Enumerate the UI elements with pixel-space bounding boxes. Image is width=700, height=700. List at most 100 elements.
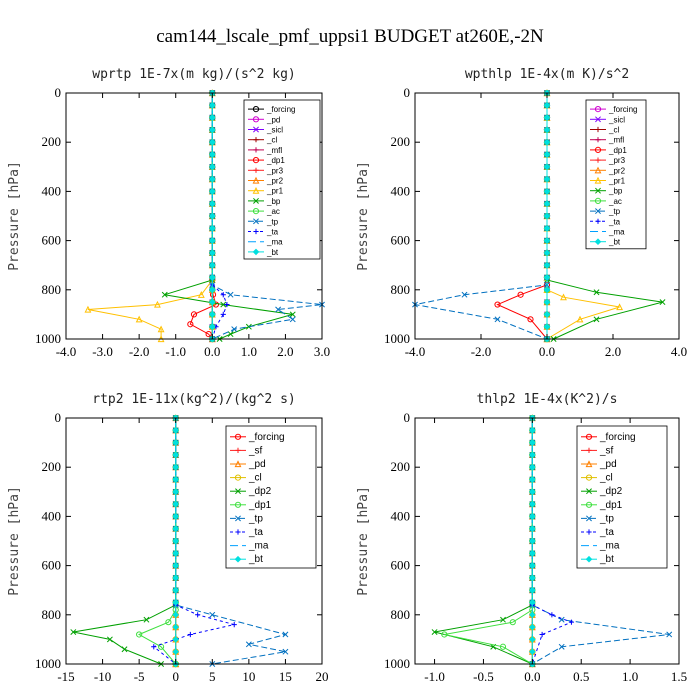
y-tick-label: 0 xyxy=(55,85,62,100)
legend-label: _bp xyxy=(266,197,281,206)
series-point-bt xyxy=(172,549,180,557)
y-tick-label: 600 xyxy=(42,233,62,248)
series-point-ta xyxy=(224,301,230,308)
x-tick-label: 15 xyxy=(279,669,292,684)
legend-label: _pr1 xyxy=(266,187,284,196)
legend-marker xyxy=(594,146,602,153)
series-point-tp xyxy=(282,648,289,655)
legend-label: _dp1 xyxy=(599,500,623,511)
series-point-tp xyxy=(666,631,673,638)
series-point-bt xyxy=(529,636,536,643)
legend-marker xyxy=(594,238,602,246)
series-point-tp xyxy=(289,316,296,323)
legend-label: _cl xyxy=(266,136,277,145)
series-point-bt xyxy=(172,488,180,496)
legend-label: _bp xyxy=(608,187,623,196)
legend-marker xyxy=(595,126,601,133)
legend-marker xyxy=(234,433,242,440)
legend-label: _ta xyxy=(608,217,621,226)
series-point-bt xyxy=(529,623,536,631)
series-point-bt xyxy=(529,599,536,606)
series-point-bt xyxy=(543,200,551,208)
legend-marker xyxy=(595,157,601,163)
legend-label: _pr2 xyxy=(266,177,284,186)
legend-marker xyxy=(595,137,601,143)
series-point-dp2 xyxy=(431,629,438,635)
series-point-bt xyxy=(529,426,536,434)
series-point-ta xyxy=(187,631,193,638)
y-tick-label: 0 xyxy=(404,410,411,425)
series-point-ta xyxy=(195,612,201,618)
legend-marker xyxy=(253,197,259,204)
series-point-bt xyxy=(543,151,551,158)
series-point-pr1 xyxy=(157,325,165,333)
y-tick-label: 600 xyxy=(42,558,62,573)
series-point-bt xyxy=(172,476,180,483)
series-point-bt xyxy=(543,224,551,232)
series-point-dp2 xyxy=(121,646,128,653)
panel-4: thlp2 1E-4x(K^2)/s Pressure [hPa] -1.0 -0.5… xyxy=(356,392,687,684)
series-point-bt xyxy=(172,623,180,631)
y-tick-label: 800 xyxy=(391,282,411,297)
legend-label: _bt xyxy=(266,248,279,257)
legend-marker xyxy=(586,488,592,495)
panel-4-ylabel: Pressure [hPa] xyxy=(356,486,371,596)
legend-marker xyxy=(585,555,593,563)
series-point-bt xyxy=(529,439,536,446)
legend-marker xyxy=(594,106,602,113)
series-point-ta xyxy=(220,292,226,298)
legend-marker xyxy=(595,208,601,215)
legend-label: _pd xyxy=(248,459,266,470)
legend-label: _ac xyxy=(608,197,622,206)
series-point-bt xyxy=(543,114,551,121)
series-point-tp xyxy=(227,291,234,298)
series-point-ta xyxy=(549,612,555,618)
legend-label: _forcing xyxy=(248,432,285,443)
series-point-pr1 xyxy=(84,305,92,313)
series-point-dp2 xyxy=(70,629,77,635)
legend-marker xyxy=(595,116,601,123)
x-tick-label: -1.0 xyxy=(165,344,186,359)
series-point-bt xyxy=(172,586,180,594)
legend-marker xyxy=(253,137,259,143)
series-point-bt xyxy=(208,126,216,134)
x-tick-label: 4.0 xyxy=(671,344,687,359)
legend-label: _sicl xyxy=(266,126,283,135)
series-point-bt xyxy=(543,126,551,134)
panel-2-legend xyxy=(585,99,647,250)
series-point-bt xyxy=(208,151,216,158)
series-point-bt xyxy=(172,648,180,656)
x-tick-label: -0.5 xyxy=(473,669,494,684)
legend-marker xyxy=(253,167,259,173)
series-point-dp1 xyxy=(187,321,194,328)
series-point-dp1 xyxy=(165,619,172,626)
y-tick-label: 1000 xyxy=(384,656,410,671)
panel-3: rtp2 1E-11x(kg^2)/(kg^2 s) Pressure [hPa]… xyxy=(7,392,329,684)
series-point-bt xyxy=(208,323,216,331)
series-point-bt xyxy=(172,439,180,446)
y-tick-label: 200 xyxy=(42,459,62,474)
legend-label: _cl xyxy=(248,473,262,484)
series-point-dp2 xyxy=(143,616,150,623)
series-line-tp xyxy=(414,93,548,340)
legend-label: _sf xyxy=(599,445,614,456)
panel-4-title: thlp2 1E-4x(K^2)/s xyxy=(477,392,618,407)
legend-marker xyxy=(234,501,242,508)
series-line-tp xyxy=(211,93,323,340)
legend-label: _tp xyxy=(248,513,263,524)
legend-label: _ma xyxy=(599,541,620,552)
legend-label: _pd xyxy=(266,115,280,124)
series-point-bt xyxy=(172,451,180,459)
series-point-bt xyxy=(543,101,551,109)
x-tick-label: 1.0 xyxy=(622,669,638,684)
series-point-bt xyxy=(543,163,551,171)
series-point-bp xyxy=(220,301,227,308)
series-point-bt xyxy=(172,574,180,582)
x-tick-label: 2.0 xyxy=(277,344,293,359)
legend-label: _pr3 xyxy=(608,156,626,165)
series-point-tp xyxy=(245,641,252,648)
series-point-dp2 xyxy=(500,616,506,623)
legend-label: _bt xyxy=(599,554,614,565)
panel-3-legend xyxy=(225,425,317,569)
